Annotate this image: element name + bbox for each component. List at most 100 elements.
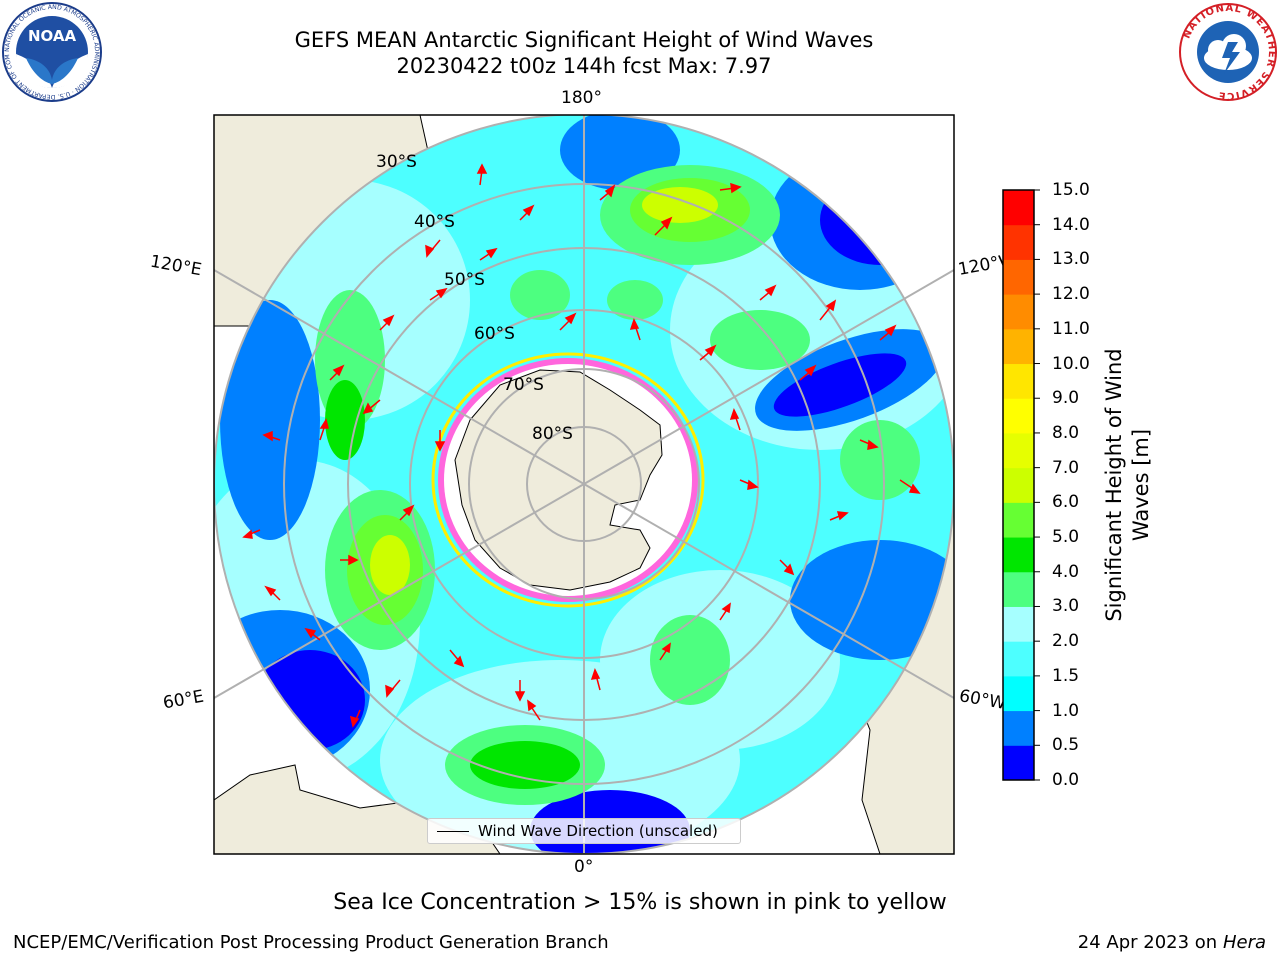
colorbar-tick-label: 13.0	[1052, 249, 1090, 270]
chart-subtitle-forecast: 20230422 t00z 144h fcst Max: 7.97	[396, 54, 772, 78]
wave-arrow	[719, 182, 742, 194]
wave-arrow	[590, 668, 601, 691]
colorbar-tick-label: 15.0	[1052, 180, 1090, 200]
colorbar-tick-label: 5.0	[1052, 527, 1080, 548]
wave-arrow	[654, 216, 673, 236]
lat-label-40s: 40°S	[414, 212, 455, 232]
colorbar-tick-label: 7.0	[1052, 457, 1080, 478]
legend-line-swatch	[437, 831, 469, 832]
colorbar-tick-label: 0.0	[1052, 770, 1080, 790]
lat-label-30s: 30°S	[376, 152, 417, 172]
wave-arrow	[859, 439, 879, 450]
colorbar-segment	[1003, 606, 1034, 642]
colorbar-segment	[1003, 259, 1034, 295]
colorbar-tick-label: 2.0	[1052, 631, 1080, 652]
noaa-logo-text: NOAA	[28, 27, 77, 45]
footer-machine: Hera	[1222, 932, 1266, 953]
legend: Wind Wave Direction (unscaled)	[427, 818, 741, 844]
wave-arrow	[242, 529, 261, 539]
wave-arrow	[264, 585, 281, 601]
colorbar-tick-label: 6.0	[1052, 492, 1080, 513]
wave-arrow	[434, 430, 446, 452]
national-weather-service-logo: NATIONAL WEATHER SERVICE	[1179, 3, 1277, 101]
lat-label-80s: 80°S	[532, 424, 573, 444]
lat-label-50s: 50°S	[444, 270, 485, 290]
wave-arrow	[599, 184, 616, 201]
wave-arrow	[262, 430, 281, 442]
wave-arrow	[429, 287, 448, 301]
wave-arrow	[819, 299, 837, 321]
wave-arrow	[349, 709, 361, 728]
chart-title: GEFS MEAN Antarctic Significant Height o…	[294, 28, 874, 52]
colorbar-tick-label: 1.0	[1052, 700, 1080, 721]
wave-arrow	[340, 554, 359, 566]
wind-wave-arrows	[242, 163, 921, 728]
colorbar-tick-label: 12.0	[1052, 284, 1090, 305]
wave-arrow	[659, 642, 671, 661]
colorbar-tick-label: 3.0	[1052, 596, 1080, 617]
wave-arrow	[476, 163, 488, 186]
wave-arrow	[729, 408, 741, 431]
colorbar-tick-label: 10.0	[1052, 353, 1090, 374]
colorbar-tick-label: 8.0	[1052, 422, 1080, 443]
colorbar-segment	[1003, 363, 1034, 399]
colorbar-segment	[1003, 745, 1034, 781]
colorbar-label: Significant Height of Wind Waves [m]	[1102, 348, 1153, 622]
wave-arrow	[514, 680, 526, 702]
legend-label: Wind Wave Direction (unscaled)	[478, 822, 718, 840]
wave-arrow	[629, 318, 641, 341]
colorbar-segment	[1003, 467, 1034, 503]
colorbar-frame	[1002, 189, 1035, 781]
lon-label-0: 0°	[574, 857, 594, 877]
wave-arrow	[304, 627, 321, 641]
footer-date: 24 Apr 2023 on Hera	[1078, 932, 1266, 953]
colorbar-segment	[1003, 675, 1034, 712]
wave-arrow	[519, 204, 535, 221]
footer-date-text: 24 Apr 2023 on	[1077, 932, 1218, 953]
lon-label-180: 180°	[561, 88, 602, 108]
colorbar-segment	[1003, 398, 1034, 434]
colorbar-segment	[1003, 571, 1034, 607]
colorbar-tick-label: 1.5	[1052, 665, 1080, 686]
wave-arrow	[759, 284, 777, 301]
wave-arrow	[399, 504, 415, 521]
colorbar-segment	[1003, 641, 1034, 677]
colorbar-segment	[1003, 537, 1034, 573]
colorbar-tick-label: 11.0	[1052, 318, 1090, 339]
wave-arrow	[425, 239, 441, 258]
wave-arrow	[699, 344, 717, 361]
colorbar-tick-label: 4.0	[1052, 561, 1080, 582]
colorbar-tick-label: 0.5	[1052, 735, 1080, 756]
colorbar-segment	[1003, 502, 1034, 538]
wave-arrow	[385, 679, 401, 698]
wave-arrow	[379, 314, 395, 331]
colorbar-tick-label: 9.0	[1052, 388, 1080, 409]
wave-arrow	[479, 247, 498, 261]
colorbar	[1002, 189, 1040, 781]
sea-ice-note: Sea Ice Concentration > 15% is shown in …	[333, 890, 947, 915]
colorbar-tick-label: 14.0	[1052, 214, 1090, 235]
colorbar-segment	[1003, 432, 1034, 469]
wave-arrow	[527, 699, 541, 721]
wave-arrow	[739, 479, 759, 490]
wave-arrow	[329, 364, 345, 381]
wave-arrow	[319, 418, 329, 441]
lat-label-60s: 60°S	[474, 324, 515, 344]
wave-arrow	[879, 324, 897, 341]
lat-label-70s: 70°S	[503, 375, 544, 395]
wave-arrow	[719, 602, 731, 621]
colorbar-segment	[1003, 710, 1034, 746]
colorbar-segment	[1003, 190, 1034, 226]
wave-arrow	[779, 559, 795, 576]
footer-organization: NCEP/EMC/Verification Post Processing Pr…	[13, 932, 609, 953]
wave-arrow	[449, 649, 465, 668]
colorbar-segment	[1003, 224, 1034, 260]
wave-arrow	[899, 479, 921, 494]
wave-arrow	[559, 312, 577, 331]
wave-arrow	[799, 364, 817, 381]
colorbar-segment	[1003, 328, 1034, 365]
noaa-logo: NATIONAL OCEANIC AND ATMOSPHERIC ADMINIS…	[2, 2, 102, 102]
colorbar-segment	[1003, 294, 1034, 330]
wave-arrow	[362, 399, 381, 415]
